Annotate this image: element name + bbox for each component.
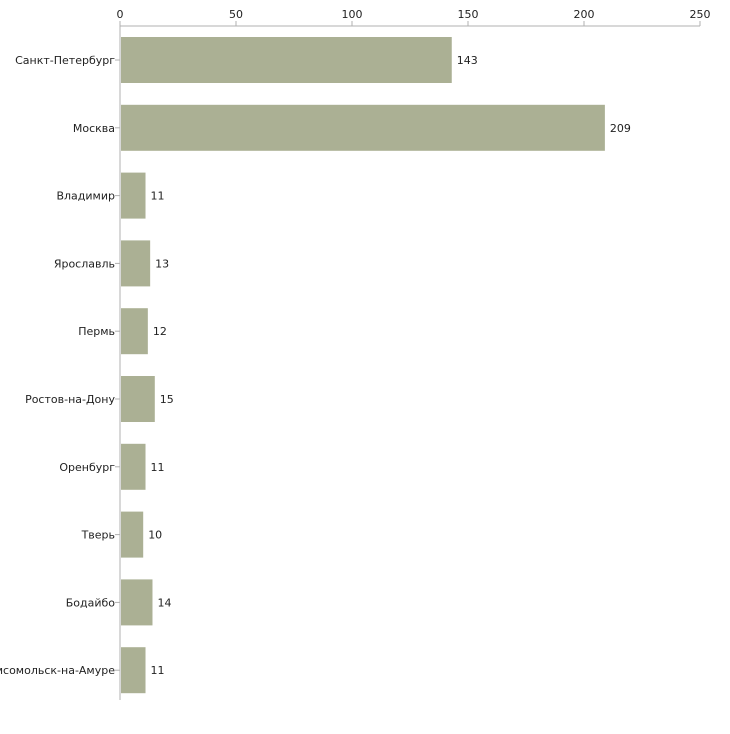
category-label: Пермь (78, 325, 115, 338)
category-label: Комсомольск-на-Амуре (0, 664, 115, 677)
x-tick-label: 250 (690, 8, 711, 21)
category-label: Тверь (81, 529, 115, 542)
category-label: Бодайбо (66, 596, 116, 609)
bar-value-label: 11 (151, 190, 165, 203)
x-tick-label: 100 (342, 8, 363, 21)
bar (121, 579, 153, 626)
category-label: Ярославль (54, 257, 115, 270)
category-label: Санкт-Петербург (15, 54, 115, 67)
category-label: Владимир (56, 190, 115, 203)
category-label: Оренбург (59, 461, 115, 474)
bar-value-label: 209 (610, 122, 631, 135)
bar (121, 104, 605, 151)
bar (121, 376, 155, 422)
bar-value-label: 14 (157, 596, 171, 609)
bars-group (121, 37, 605, 694)
bar-value-label: 11 (151, 664, 165, 677)
category-label: Ростов-на-Дону (25, 393, 115, 406)
value-labels-group: 143 209 11 13 12 15 11 10 14 11 (148, 54, 631, 677)
bar-value-label: 15 (160, 393, 174, 406)
x-tick-label: 200 (574, 8, 595, 21)
bar (121, 511, 144, 558)
bar (121, 240, 151, 287)
bar-value-label: 11 (151, 461, 165, 474)
bar (121, 172, 146, 219)
x-tick-label: 150 (458, 8, 479, 21)
category-labels-group: Санкт-Петербург Москва Владимир Ярославль Пе… (0, 54, 115, 677)
bar-value-label: 10 (148, 529, 162, 542)
bar-value-label: 143 (457, 54, 478, 67)
bar (121, 37, 452, 83)
category-label: Москва (73, 122, 115, 135)
x-tick-label: 50 (229, 8, 243, 21)
y-axis (115, 26, 121, 700)
bar (121, 443, 146, 490)
bar-value-label: 12 (153, 325, 167, 338)
bar (121, 308, 148, 355)
bar-value-label: 13 (155, 257, 169, 270)
x-axis: 0 50 100 150 200 250 (117, 8, 711, 27)
bar (121, 647, 146, 694)
x-tick-label: 0 (117, 8, 124, 21)
